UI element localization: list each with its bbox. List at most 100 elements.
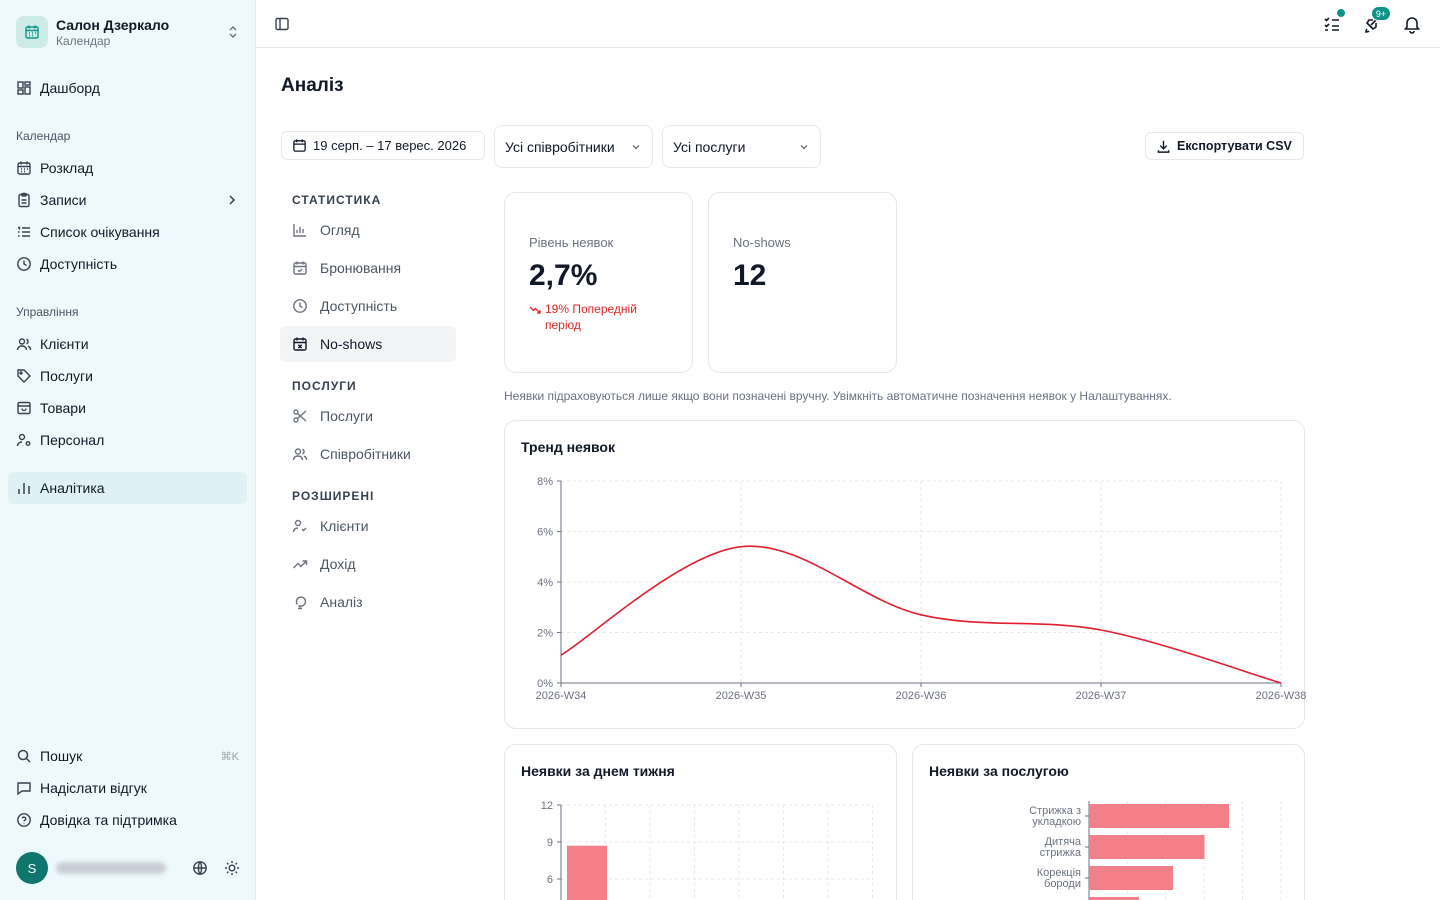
sidebar-item-clients[interactable]: Клієнти [8, 328, 247, 360]
bar-partial [1089, 897, 1139, 900]
user-email-redacted [56, 862, 166, 874]
search-icon [16, 748, 32, 764]
date-range-picker[interactable]: 19 серп. – 17 верес. 2026 [281, 131, 485, 160]
weekday-chart: 6 9 12 [541, 800, 873, 900]
subnav-label: Бронювання [320, 260, 402, 276]
bar-chart-icon [16, 480, 32, 496]
sidebar-group-manage: Управління [16, 305, 79, 319]
subnav-label: Послуги [320, 408, 373, 424]
subnav-label: No-shows [320, 336, 383, 352]
calendar-logo-icon [16, 16, 48, 48]
x-tick-label: 2026-W37 [1076, 690, 1127, 702]
services-select[interactable]: Усі послуги [662, 125, 821, 168]
sidebar-item-label: Аналітика [40, 480, 105, 496]
top-bar: 9+ [256, 0, 1440, 48]
calendar-icon [292, 138, 307, 153]
subnav-item-clients[interactable]: Клієнти [280, 508, 456, 544]
subnav-item-analysis[interactable]: Аналіз [280, 584, 456, 620]
chevron-right-icon[interactable] [225, 193, 239, 207]
category-label: Дитяча [1045, 836, 1082, 848]
staff-select[interactable]: Усі співробітники [494, 125, 653, 168]
calendar-check-icon [292, 260, 308, 276]
workspace-subtitle: Календар [56, 33, 111, 48]
help-circle-icon [16, 812, 32, 828]
y-tick-label: 12 [541, 800, 553, 812]
sidebar-item-label: Персонал [40, 432, 105, 448]
clock-icon [16, 256, 32, 272]
chevrons-up-down-icon [226, 25, 240, 39]
subnav-item-bookings[interactable]: Бронювання [280, 250, 456, 286]
sidebar-item-search[interactable]: Пошук ⌘K [8, 740, 247, 772]
lightbulb-icon [292, 594, 308, 610]
trend-chart: 0% 2% 4% 6% 8% 2026-W34 2026-W35 2026-W36 2026-W… [536, 476, 1306, 702]
user-menu[interactable]: S [8, 848, 248, 888]
subnav-item-no-shows[interactable]: No-shows [280, 326, 456, 362]
sidebar-item-label: Товари [40, 400, 86, 416]
category-label: Корекція [1037, 867, 1081, 879]
download-icon [1156, 139, 1171, 154]
bar [1089, 866, 1173, 890]
y-tick-label: 8% [537, 476, 553, 488]
stat-value: 2,7% [529, 259, 598, 292]
sidebar-item-availability[interactable]: Доступність [8, 248, 247, 280]
sidebar-item-staff[interactable]: Персонал [8, 424, 247, 456]
sidebar-item-label: Довідка та підтримка [40, 812, 177, 828]
stat-delta-text: 19% Попередній період [545, 302, 637, 332]
subnav-item-employees[interactable]: Співробітники [280, 436, 456, 472]
user-check-icon [292, 518, 308, 534]
x-tick-label: 2026-W35 [716, 690, 767, 702]
weekday-chart-card: Неявки за днем тижня 6 9 12 [504, 744, 897, 900]
tasks-icon[interactable] [1322, 8, 1346, 34]
sidebar-item-label: Клієнти [40, 336, 89, 352]
sidebar-item-products[interactable]: Товари [8, 392, 247, 424]
avatar[interactable]: S [16, 852, 48, 884]
sidebar-item-dashboard[interactable]: Дашборд [8, 72, 247, 104]
sidebar-item-feedback[interactable]: Надіслати відгук [8, 772, 247, 804]
tag-icon [16, 368, 32, 384]
sidebar-item-bookings[interactable]: Записи [8, 184, 247, 216]
trend-chart-card: Тренд неявок 0% 2% 4% 6% 8% 2026-W34 2026-W35 2… [504, 420, 1306, 729]
service-chart-card: Неявки за послугою Стрижка з укладкою Дитя… [912, 744, 1305, 900]
export-csv-button[interactable]: Експортувати CSV [1145, 132, 1304, 160]
x-tick-label: 2026-W38 [1256, 690, 1306, 702]
category-label: укладкою [1032, 816, 1081, 828]
bell-icon[interactable] [1402, 14, 1422, 34]
subnav-header-advanced: РОЗШИРЕНІ [292, 489, 375, 503]
sidebar-item-help[interactable]: Довідка та підтримка [8, 804, 247, 836]
sidebar-item-label: Пошук [40, 748, 83, 764]
subnav-label: Дохід [320, 556, 356, 572]
subnav-item-revenue[interactable]: Дохід [280, 546, 456, 582]
subnav-item-services[interactable]: Послуги [280, 398, 456, 434]
subnav-item-availability[interactable]: Доступність [280, 288, 456, 324]
sidebar-item-label: Список очікування [40, 224, 160, 240]
sidebar-item-label: Доступність [40, 256, 118, 272]
export-label: Експортувати CSV [1177, 139, 1292, 153]
search-shortcut: ⌘K [220, 750, 239, 763]
category-label: Стрижка з [1029, 805, 1081, 817]
scissors-icon [292, 408, 308, 424]
sidebar-item-services[interactable]: Послуги [8, 360, 247, 392]
sidebar-item-label: Розклад [40, 160, 94, 176]
chart-title: Неявки за днем тижня [521, 763, 675, 779]
subnav-header-stats: СТАТИСТИКА [292, 193, 382, 207]
trend-line [560, 545, 1282, 684]
sidebar-item-analytics[interactable]: Аналітика [8, 472, 247, 504]
sun-icon[interactable] [224, 860, 240, 876]
workspace-switcher[interactable]: Салон Дзеркало Календар [8, 8, 248, 56]
services-select-value: Усі послуги [673, 138, 746, 155]
date-range-label: 19 серп. – 17 верес. 2026 [313, 138, 467, 153]
sidebar-item-waitlist[interactable]: Список очікування [8, 216, 247, 248]
sidebar-item-schedule[interactable]: Розклад [8, 152, 247, 184]
subnav-label: Огляд [320, 222, 360, 238]
user-cog-icon [16, 432, 32, 448]
sidebar-toggle-icon[interactable] [274, 16, 290, 32]
y-tick-label: 2% [537, 628, 553, 640]
globe-icon[interactable] [192, 860, 208, 876]
y-tick-label: 6% [537, 527, 553, 539]
staff-select-value: Усі співробітники [505, 138, 615, 155]
bar-chart-icon [292, 222, 308, 238]
x-tick-label: 2026-W34 [536, 690, 587, 702]
clock-icon [292, 298, 308, 314]
rocket-icon[interactable]: 9+ [1362, 6, 1391, 34]
subnav-item-overview[interactable]: Огляд [280, 212, 456, 248]
